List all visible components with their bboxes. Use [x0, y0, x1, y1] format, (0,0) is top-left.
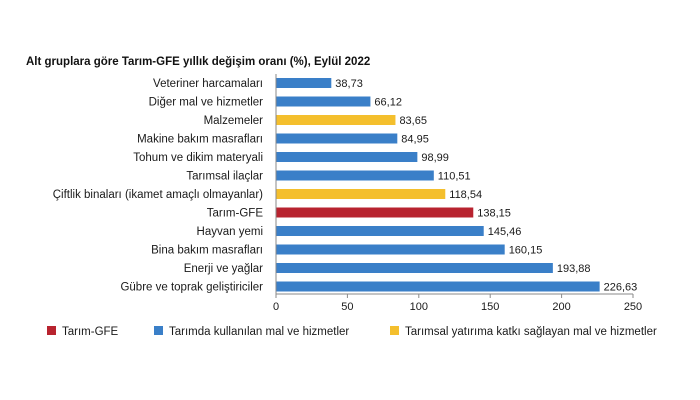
category-label-malzemeler: Malzemeler — [204, 115, 264, 127]
value-label-malzemeler: 83,65 — [399, 115, 427, 127]
category-label-enerji-ve-yaglar: Enerji ve yağlar — [184, 263, 263, 275]
bar-tarimsal-ilaclar — [276, 170, 434, 181]
bar-tarim-gfe — [276, 207, 474, 218]
value-label-tohum-ve-dikim-materyali: 98,99 — [421, 152, 449, 164]
x-tick-label-250: 250 — [624, 301, 642, 313]
legend-label-tarim-gfe: Tarım-GFE — [62, 326, 119, 338]
category-label-makine-bakim-masraflari: Makine bakım masrafları — [137, 134, 263, 146]
x-tick-label-100: 100 — [410, 301, 428, 313]
value-label-tarimsal-ilaclar: 110,51 — [438, 171, 471, 183]
category-label-tarim-gfe: Tarım-GFE — [207, 208, 264, 220]
bar-enerji-ve-yaglar — [276, 263, 553, 273]
bar-ciftlik-binalari-ikamet-amacli-olmayanlar — [276, 189, 446, 199]
value-label-bina-bakim-masraflari: 160,15 — [509, 245, 543, 257]
bar-diger-mal-ve-hizmetler — [276, 96, 371, 107]
category-label-veteriner-harcamalari: Veteriner harcamaları — [153, 78, 263, 90]
category-label-hayvan-yemi: Hayvan yemi — [197, 226, 263, 238]
legend-swatch-tarim-gfe — [47, 326, 56, 335]
category-label-tarimsal-ilaclar: Tarımsal ilaçlar — [186, 171, 263, 183]
bar-bina-bakim-masraflari — [276, 244, 505, 255]
bar-tohum-ve-dikim-materyali — [276, 152, 418, 162]
legend-label-mal-hizmet: Tarımda kullanılan mal ve hizmetler — [169, 326, 349, 338]
legend-label-yatirim: Tarımsal yatırıma katkı sağlayan mal ve … — [405, 326, 657, 338]
legend-swatch-yatirim — [390, 326, 399, 335]
bar-gubre-ve-toprak-gelistiriciler — [276, 281, 600, 292]
value-label-makine-bakim-masraflari: 84,95 — [401, 134, 429, 146]
bars-layer: Veteriner harcamaları 38,73 Diğer mal ve h… — [53, 78, 638, 294]
bar-malzemeler — [276, 115, 396, 125]
bar-veteriner-harcamalari — [276, 78, 332, 88]
value-label-veteriner-harcamalari: 38,73 — [335, 78, 363, 90]
bar-makine-bakim-masraflari — [276, 133, 398, 144]
value-label-diger-mal-ve-hizmetler: 66,12 — [374, 97, 402, 109]
x-tick-label-150: 150 — [481, 301, 499, 313]
category-label-bina-bakim-masraflari: Bina bakım masrafları — [151, 245, 263, 257]
category-label-gubre-ve-toprak-gelistiriciler: Gübre ve toprak geliştiriciler — [120, 282, 263, 294]
legend-swatch-mal-hizmet — [154, 326, 163, 335]
value-label-ciftlik-binalari-ikamet-amacli-olmayanlar: 118,54 — [449, 189, 482, 201]
value-label-tarim-gfe: 138,15 — [477, 208, 511, 220]
category-label-ciftlik-binalari-ikamet-amacli-olmayanlar: Çiftlik binaları (ikamet amaçlı olmayanl… — [53, 189, 263, 201]
x-tick-label-0: 0 — [273, 301, 279, 313]
legend: Tarım-GFE Tarımda kullanılan mal ve hizme… — [47, 326, 657, 338]
category-label-tohum-ve-dikim-materyali: Tohum ve dikim materyali — [133, 152, 263, 164]
value-label-gubre-ve-toprak-gelistiriciler: 226,63 — [604, 282, 638, 294]
chart-title: Alt gruplara göre Tarım-GFE yıllık değiş… — [26, 56, 370, 68]
category-label-diger-mal-ve-hizmetler: Diğer mal ve hizmetler — [149, 97, 264, 109]
value-label-enerji-ve-yaglar: 193,88 — [557, 263, 591, 275]
x-axis: 0 50 100 150 200 250 — [273, 74, 642, 313]
x-tick-label-200: 200 — [552, 301, 570, 313]
x-tick-label-50: 50 — [341, 301, 353, 313]
value-label-hayvan-yemi: 145,46 — [488, 226, 522, 238]
bar-hayvan-yemi — [276, 226, 484, 236]
